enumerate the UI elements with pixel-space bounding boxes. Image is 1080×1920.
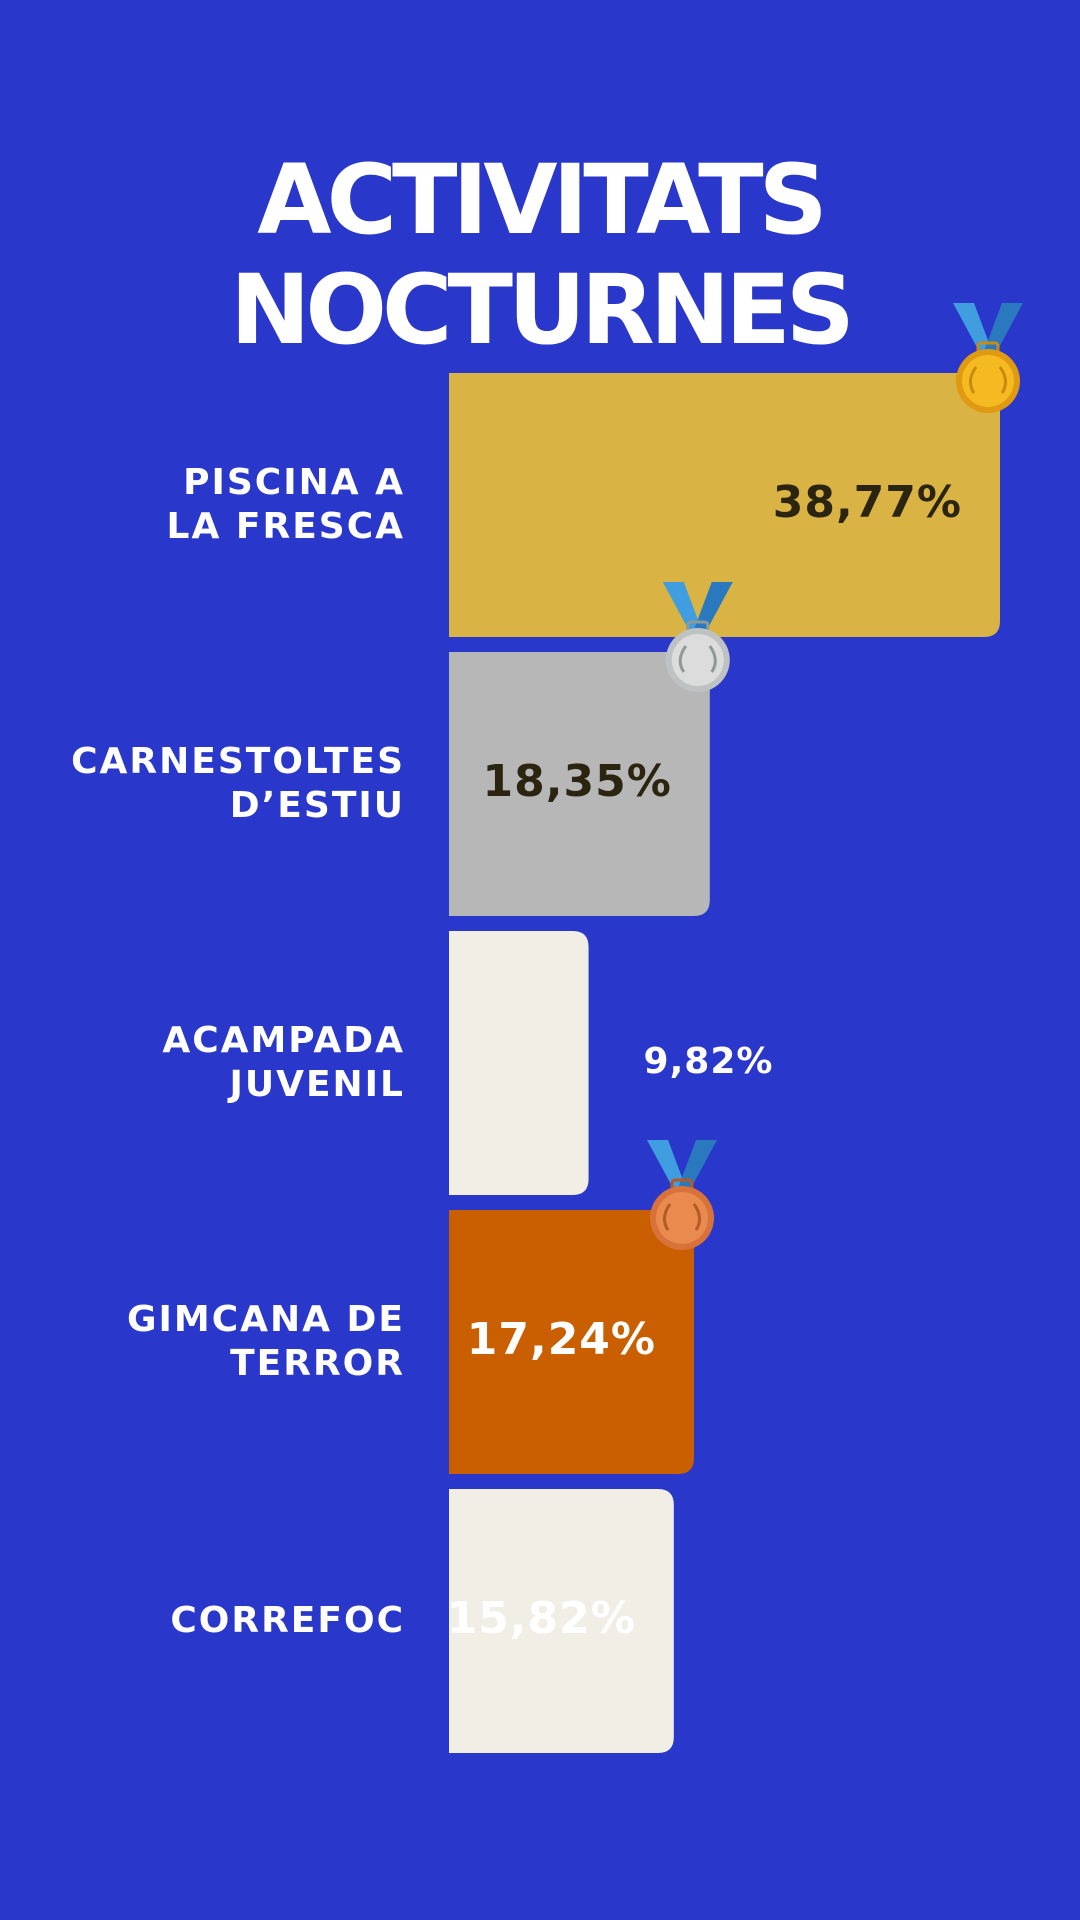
category-label-4: CORREFOC — [170, 1600, 405, 1641]
value-label-3: 17,24% — [466, 1314, 657, 1365]
category-label-1: CARNESTOLTES D’ESTIU — [71, 741, 405, 826]
bar-0 — [449, 373, 1000, 637]
value-label-0: 38,77% — [772, 477, 962, 528]
gold-medal-icon — [953, 303, 1023, 413]
bar-1 — [449, 652, 710, 916]
bar-4 — [449, 1489, 674, 1753]
value-label-1: 18,35% — [482, 756, 672, 807]
bar-3 — [449, 1210, 695, 1474]
chart-title: ACTIVITATS NOCTURNES — [230, 144, 855, 366]
value-label-4: 15,82% — [446, 1593, 636, 1644]
category-label-2: ACAMPADA JUVENIL — [162, 1020, 405, 1105]
category-label-0: PISCINA A LA FRESCA — [166, 462, 405, 547]
category-label-3: GIMCANA DE TERROR — [126, 1299, 405, 1384]
bronze-medal-icon — [647, 1140, 718, 1250]
value-label-2: 9,82% — [643, 1041, 774, 1082]
silver-medal-icon — [662, 582, 733, 692]
bar-2 — [449, 931, 589, 1195]
